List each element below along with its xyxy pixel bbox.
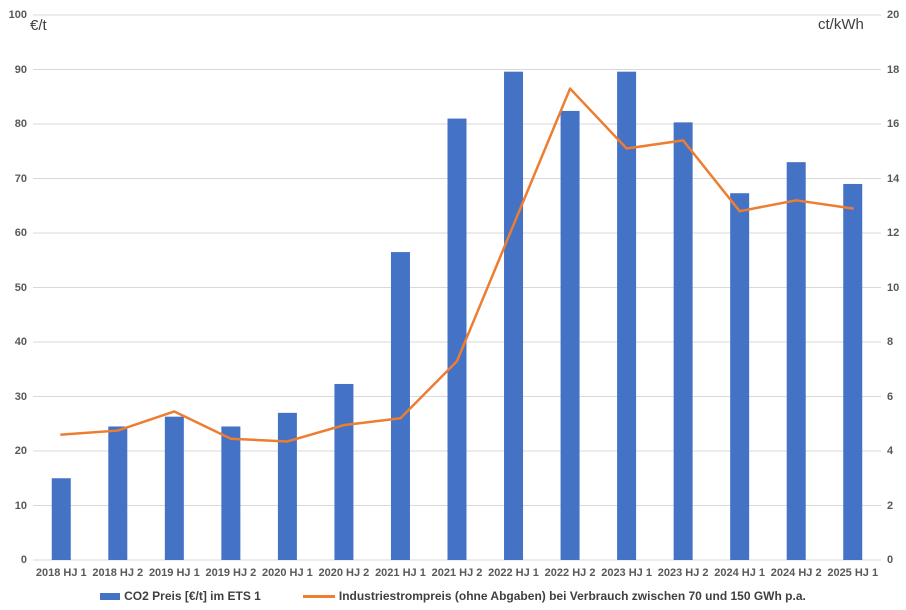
left-tick-100: 100 (8, 9, 27, 21)
right-axis-unit-label: ct/kWh (818, 16, 864, 33)
x-label-2025-HJ-1: 2025 HJ 1 (827, 567, 879, 579)
right-tick-0: 0 (887, 554, 894, 566)
x-label-2020-HJ-1: 2020 HJ 1 (262, 567, 313, 579)
legend-label-co2: CO2 Preis [€/t] im ETS 1 (124, 589, 261, 603)
x-label-2023-HJ-1: 2023 HJ 1 (601, 567, 652, 579)
legend-line-swatch-icon (302, 594, 335, 598)
right-tick-14: 14 (887, 172, 900, 185)
bar-2025-HJ-1 (843, 183, 863, 560)
left-tick-0: 0 (20, 554, 27, 566)
x-label-2023-HJ-2: 2023 HJ 2 (657, 567, 709, 579)
bar-2020-HJ-1 (277, 412, 297, 560)
right-tick-16: 16 (887, 118, 900, 130)
industriestrompreis-line (60, 87, 854, 443)
x-label-2021-HJ-1: 2021 HJ 1 (375, 567, 426, 579)
legend-bar-swatch-icon (100, 592, 121, 600)
bar-2022-HJ-1 (504, 71, 524, 561)
left-axis-unit-label: €/t (30, 17, 47, 34)
bar-2018-HJ-2 (108, 426, 128, 560)
bar-2023-HJ-2 (673, 122, 693, 561)
right-tick-4: 4 (887, 445, 894, 457)
bar-2019-HJ-2 (221, 426, 241, 560)
x-label-2022-HJ-2: 2022 HJ 2 (544, 567, 596, 579)
left-tick-30: 30 (14, 390, 27, 403)
x-label-2021-HJ-2: 2021 HJ 2 (431, 567, 483, 579)
left-tick-40: 40 (14, 336, 27, 348)
x-label-2019-HJ-1: 2019 HJ 1 (148, 567, 200, 579)
left-tick-60: 60 (14, 227, 27, 239)
legend-label-strompreis: Industriestrompreis (ohne Abgaben) bei V… (338, 589, 806, 603)
bar-2019-HJ-1 (164, 416, 184, 560)
bar-2024-HJ-1 (730, 193, 750, 560)
left-tick-90: 90 (14, 63, 27, 76)
bar-2021-HJ-1 (390, 252, 410, 560)
bar-2020-HJ-2 (334, 383, 354, 560)
x-label-2022-HJ-1: 2022 HJ 1 (488, 567, 539, 579)
bar-2023-HJ-1 (617, 71, 637, 561)
x-label-2020-HJ-2: 2020 HJ 2 (318, 567, 370, 579)
x-label-2018-HJ-2: 2018 HJ 2 (92, 567, 144, 579)
x-label-2018-HJ-1: 2018 HJ 1 (35, 567, 87, 579)
bar-2024-HJ-2 (786, 162, 806, 560)
legend-item-co2: CO2 Preis [€/t] im ETS 1 (100, 589, 261, 603)
x-label-2024-HJ-1: 2024 HJ 1 (714, 567, 766, 579)
right-tick-8: 8 (887, 336, 894, 348)
right-tick-2: 2 (887, 499, 894, 512)
right-tick-12: 12 (887, 227, 900, 239)
x-label-2024-HJ-2: 2024 HJ 2 (770, 567, 822, 579)
left-tick-10: 10 (14, 499, 27, 512)
legend-item-strompreis: Industriestrompreis (ohne Abgaben) bei V… (302, 589, 806, 603)
legend: CO2 Preis [€/t] im ETS 1 Industriestromp… (0, 589, 906, 603)
x-label-2019-HJ-2: 2019 HJ 2 (205, 567, 257, 579)
left-tick-80: 80 (14, 118, 27, 130)
bar-2018-HJ-1 (51, 478, 71, 560)
right-tick-6: 6 (887, 390, 894, 403)
right-tick-20: 20 (887, 9, 900, 21)
left-tick-50: 50 (14, 281, 27, 294)
left-tick-20: 20 (14, 445, 27, 457)
right-tick-10: 10 (887, 281, 900, 294)
bar-2022-HJ-2 (560, 110, 580, 561)
bar-2021-HJ-2 (447, 118, 467, 561)
left-tick-70: 70 (14, 172, 27, 185)
right-tick-18: 18 (887, 63, 900, 76)
